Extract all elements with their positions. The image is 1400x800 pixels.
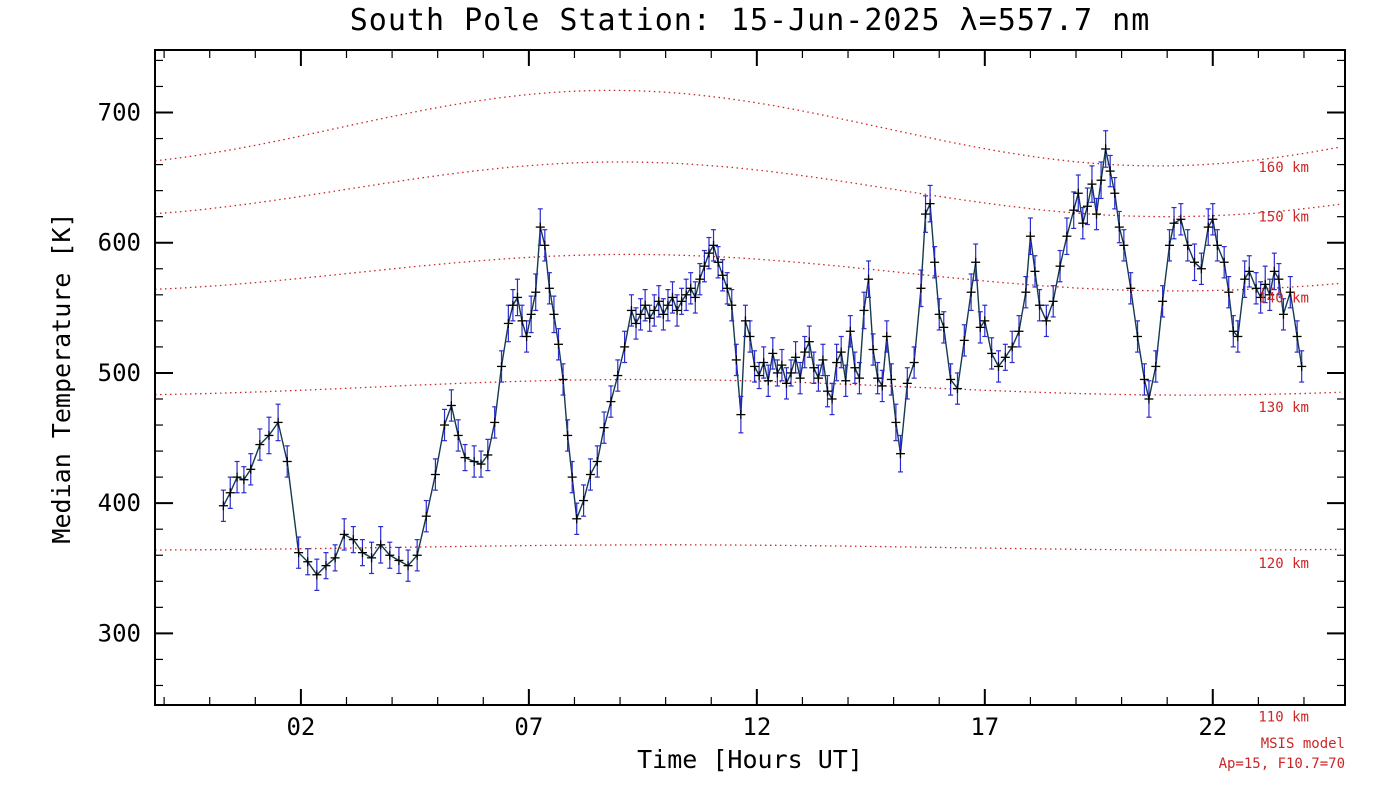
altitude-label-130-km: 130 km <box>1258 400 1309 416</box>
altitude-label-150-km: 150 km <box>1258 210 1309 226</box>
msis-curve-140-km <box>156 253 1341 292</box>
y-tick-label: 300 <box>98 619 141 647</box>
x-tick-label: 17 <box>970 713 999 741</box>
altitude-label-120-km: 120 km <box>1258 556 1309 572</box>
x-tick-label: 02 <box>286 713 315 741</box>
msis-model-annotation-line2: Ap=15, F10.7=70 <box>1219 756 1345 772</box>
x-tick-label: 12 <box>742 713 771 741</box>
temperature-line <box>222 148 1303 576</box>
y-axis-label: Median Temperature [K] <box>47 212 76 543</box>
y-tick-label: 600 <box>98 229 141 257</box>
y-tick-label: 500 <box>98 359 141 387</box>
msis-curve-160-km <box>156 89 1341 167</box>
x-tick-label: 07 <box>514 713 543 741</box>
msis-altitude-labels: 160 km 150 km 140 km 130 km 120 km 110 km <box>1258 160 1309 726</box>
data-series <box>218 130 1307 592</box>
axis-ticks: 02 07 12 17 22 300 400 500 600 700 <box>98 50 1345 741</box>
y-tick-label: 400 <box>98 489 141 517</box>
x-tick-label: 22 <box>1198 713 1227 741</box>
altitude-label-110-km: 110 km <box>1258 710 1309 726</box>
altitude-label-160-km: 160 km <box>1258 160 1309 176</box>
y-tick-label: 700 <box>98 99 141 127</box>
chart-title: South Pole Station: 15-Jun-2025 λ=557.7 … <box>350 3 1151 38</box>
msis-model-annotation-line1: MSIS model <box>1261 736 1345 752</box>
x-axis-label: Time [Hours UT] <box>637 745 863 774</box>
msis-curve-120-km <box>156 544 1341 551</box>
plot-frame <box>154 49 1346 706</box>
altitude-label-140-km: 140 km <box>1258 290 1309 306</box>
msis-curve-130-km <box>156 378 1341 396</box>
msis-curve-150-km <box>156 161 1341 218</box>
msis-model-curves <box>156 89 1341 551</box>
plus-markers <box>218 144 1307 580</box>
